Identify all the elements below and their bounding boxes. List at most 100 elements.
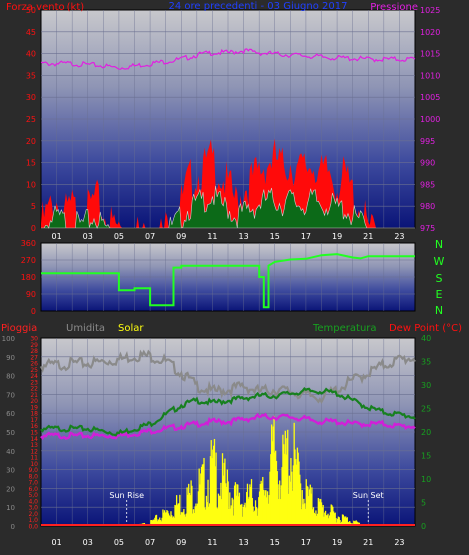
wind-tick-label: 35 <box>26 71 36 80</box>
wind-tick-label: 50 <box>26 6 36 15</box>
pressure-tick-label: 980 <box>420 202 435 211</box>
humidity-tick-label: 70 <box>6 391 15 399</box>
humidity-line <box>39 349 416 404</box>
humidity-tick-label: 20 <box>6 485 15 493</box>
pressure-tick-label: 1005 <box>420 93 440 102</box>
compass-label: N <box>435 304 443 317</box>
temp-tick-label: 0 <box>421 522 426 531</box>
rain-tick-label: 18 <box>30 411 38 418</box>
rain-tick-label: 10 <box>30 461 38 468</box>
temp-x-tick-label: 17 <box>301 538 311 547</box>
temp-x-tick-label: 09 <box>176 538 186 547</box>
wind-x-tick-label: 11 <box>207 232 217 241</box>
rain-tick-label: 20 <box>30 398 38 405</box>
wind-axis-label: Forza vento (kt) <box>6 2 84 13</box>
rain-tick-label: 5,0 <box>28 492 38 499</box>
temperature-line <box>40 387 416 437</box>
humidity-tick-label: 30 <box>6 467 15 475</box>
wind-tick-label: 15 <box>26 159 36 168</box>
temp-plot: Sun Rise Sun Set <box>39 349 416 526</box>
rain-tick-label: 16 <box>30 423 38 430</box>
rain-tick-label: 24 <box>30 373 38 380</box>
temp-x-tick-label: 15 <box>270 538 280 547</box>
temp-x-tick-label: 13 <box>238 538 248 547</box>
rain-tick-label: 23 <box>30 379 38 386</box>
rain-tick-label: 12 <box>30 448 38 455</box>
wind-x-tick-label: 05 <box>114 232 124 241</box>
temp-x-tick-label: 23 <box>394 538 404 547</box>
temp-tick-label: 35 <box>421 358 431 367</box>
wind-x-tick-label: 23 <box>394 232 404 241</box>
temp-tick-label: 30 <box>421 381 431 390</box>
temp-tick-label: 10 <box>421 475 431 484</box>
rain-tick-label: 19 <box>30 404 38 411</box>
temperature-axis-label: Temperatura <box>312 323 377 334</box>
rain-tick-label: 4,0 <box>28 498 38 505</box>
direction-grid <box>41 243 415 311</box>
wind-average-area <box>41 185 415 229</box>
humidity-axis-label: Umidita <box>66 323 105 334</box>
rain-tick-label: 29 <box>30 342 38 349</box>
wind-tick-label: 45 <box>26 28 36 37</box>
rain-tick-label: 11 <box>30 455 38 462</box>
rain-tick-label: 9,0 <box>28 467 38 474</box>
wind-x-tick-label: 07 <box>145 232 155 241</box>
humidity-tick-label: 60 <box>6 410 15 418</box>
temp-x-tick-label: 19 <box>332 538 342 547</box>
rain-tick-label: 13 <box>30 442 38 449</box>
compass-label: E <box>436 288 443 301</box>
pressure-tick-label: 1025 <box>420 6 440 15</box>
pressure-axis-label: Pressione <box>370 2 418 13</box>
pressure-tick-label: 1020 <box>420 28 440 37</box>
temp-tick-label: 20 <box>421 428 431 437</box>
rain-tick-label: 26 <box>30 361 38 368</box>
direction-tick-label: 0 <box>31 307 36 316</box>
pressure-tick-label: 975 <box>420 224 435 233</box>
rain-tick-label: 21 <box>30 392 38 399</box>
compass-label: W <box>434 255 445 268</box>
wind-tick-label: 0 <box>31 224 36 233</box>
wind-gust-area <box>41 138 415 228</box>
temp-x-tick-label: 03 <box>83 538 93 547</box>
direction-tick-label: 90 <box>26 290 36 299</box>
wind-tick-label: 20 <box>26 137 36 146</box>
temp-x-tick-label: 21 <box>363 538 373 547</box>
rain-tick-label: 0,0 <box>28 524 38 531</box>
rain-tick-label: 7,0 <box>28 480 38 487</box>
pressure-tick-label: 990 <box>420 159 435 168</box>
wind-x-tick-label: 21 <box>363 232 373 241</box>
rain-tick-label: 22 <box>30 386 38 393</box>
wind-x-tick-label: 13 <box>238 232 248 241</box>
sun-marker-label: Sun Rise <box>109 491 144 500</box>
wind-x-tick-label: 01 <box>51 232 61 241</box>
rain-tick-label: 1,0 <box>28 517 38 524</box>
humidity-tick-label: 50 <box>6 429 15 437</box>
humidity-tick-label: 100 <box>2 335 15 343</box>
chart-title: 24 ore precedenti - 03 Giugno 2017 <box>169 1 348 12</box>
rain-tick-label: 15 <box>30 430 38 437</box>
dewpoint-axis-label: Dew Point (°C) <box>389 323 462 334</box>
temp-x-tick-label: 01 <box>51 538 61 547</box>
direction-plot <box>41 253 415 309</box>
temp-tick-label: 40 <box>421 334 431 343</box>
pressure-tick-label: 985 <box>420 180 435 189</box>
temp-tick-label: 25 <box>421 405 431 414</box>
humidity-tick-label: 90 <box>6 354 15 362</box>
temp-x-tick-label: 11 <box>207 538 217 547</box>
wind-tick-label: 30 <box>26 93 36 102</box>
wind-x-tick-label: 17 <box>301 232 311 241</box>
wind-direction-line <box>41 253 415 309</box>
wind-tick-label: 5 <box>31 202 36 211</box>
wind-tick-label: 10 <box>26 180 36 189</box>
humidity-tick-label: 0 <box>11 523 15 531</box>
rain-tick-label: 25 <box>30 367 38 374</box>
wind-x-tick-label: 15 <box>270 232 280 241</box>
compass-label: N <box>435 238 443 251</box>
wind-x-tick-label: 09 <box>176 232 186 241</box>
rain-tick-label: 28 <box>30 348 38 355</box>
solar-axis-label: Solar <box>118 323 144 334</box>
pressure-tick-label: 1000 <box>420 115 440 124</box>
compass-label: S <box>436 272 443 285</box>
temp-x-tick-label: 05 <box>114 538 124 547</box>
pressure-tick-label: 1010 <box>420 71 440 80</box>
